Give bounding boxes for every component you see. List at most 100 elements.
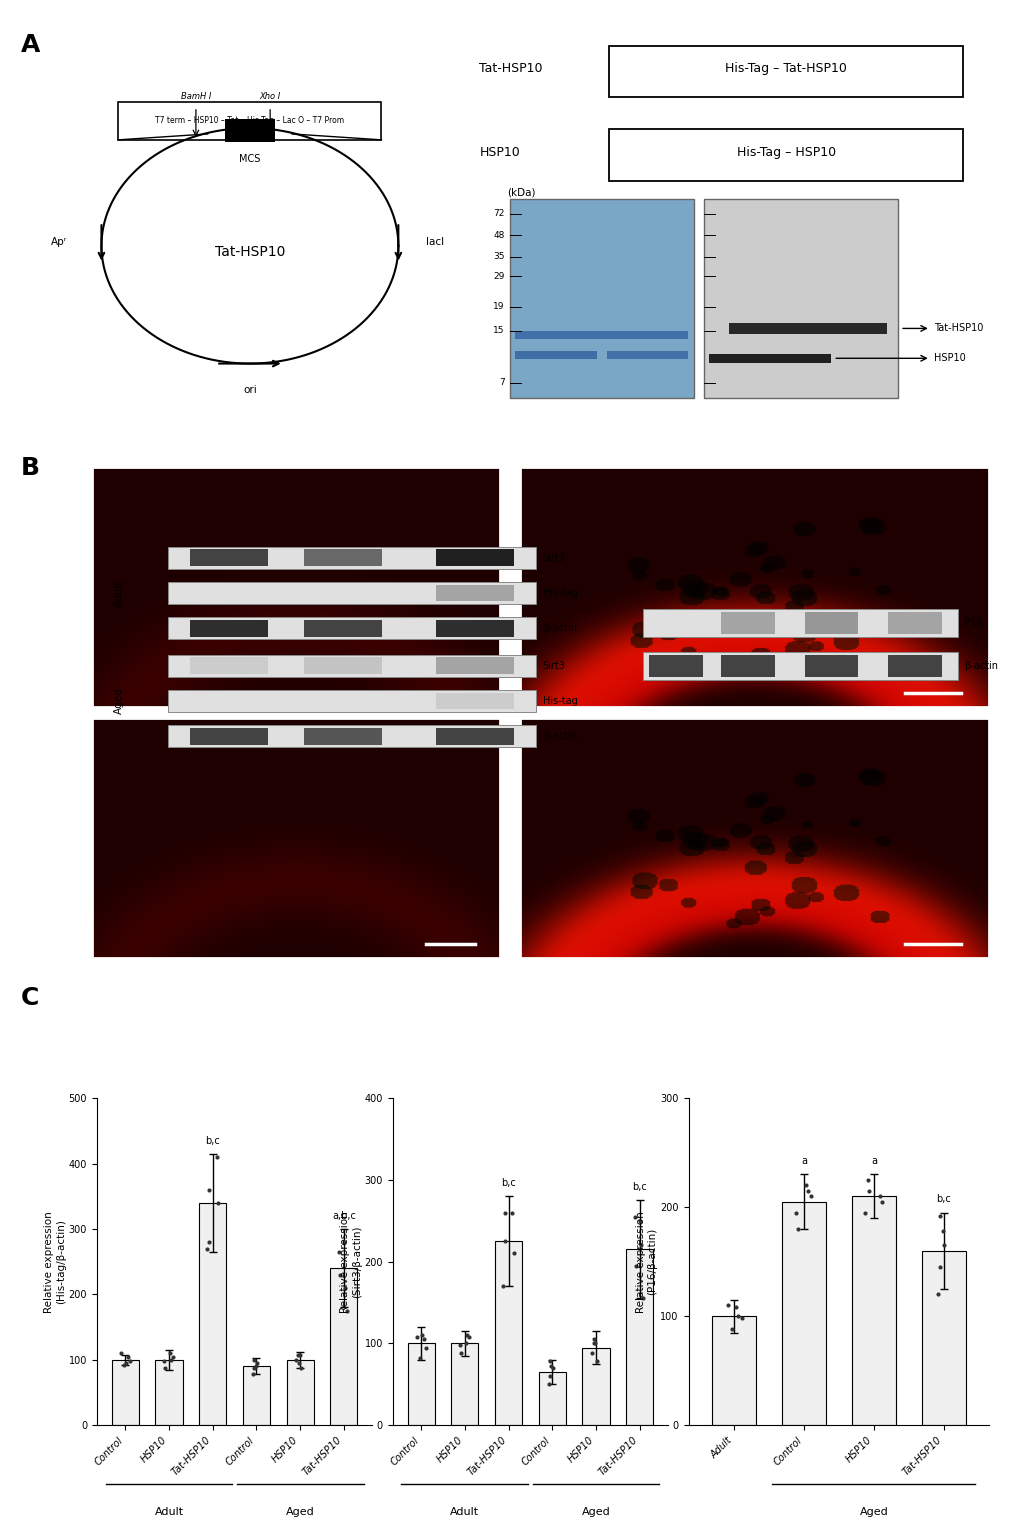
FancyBboxPatch shape bbox=[435, 584, 514, 601]
Bar bbox=[199, 1203, 226, 1425]
Point bbox=[496, 1229, 513, 1253]
Text: His-tag: His-tag bbox=[542, 697, 577, 706]
FancyBboxPatch shape bbox=[804, 611, 858, 634]
FancyBboxPatch shape bbox=[190, 657, 268, 674]
Text: Adult: Adult bbox=[449, 1507, 479, 1516]
FancyBboxPatch shape bbox=[708, 353, 830, 364]
Text: Tat-HSP10: Tat-HSP10 bbox=[545, 432, 634, 447]
Text: 48: 48 bbox=[493, 231, 504, 240]
FancyBboxPatch shape bbox=[304, 657, 382, 674]
Point bbox=[287, 1348, 304, 1372]
Bar bbox=[921, 1250, 965, 1425]
Point bbox=[411, 1346, 427, 1370]
Text: Aged: Aged bbox=[581, 1507, 609, 1516]
Text: B: B bbox=[20, 456, 40, 481]
Text: MCS: MCS bbox=[239, 154, 260, 164]
Text: P16: P16 bbox=[963, 618, 981, 628]
FancyBboxPatch shape bbox=[435, 729, 514, 745]
FancyBboxPatch shape bbox=[609, 46, 962, 97]
FancyBboxPatch shape bbox=[167, 583, 536, 604]
Text: b,c: b,c bbox=[632, 1182, 646, 1192]
FancyBboxPatch shape bbox=[804, 656, 858, 677]
Text: a,b,c: a,b,c bbox=[331, 1211, 356, 1221]
Bar bbox=[494, 1241, 522, 1425]
Text: HSP10: HSP10 bbox=[933, 353, 965, 364]
Point bbox=[245, 1361, 261, 1386]
Point bbox=[210, 1191, 226, 1215]
Text: b,c: b,c bbox=[935, 1194, 951, 1205]
FancyBboxPatch shape bbox=[720, 656, 774, 677]
FancyBboxPatch shape bbox=[648, 656, 702, 677]
Point bbox=[631, 1209, 647, 1234]
Y-axis label: Relative expression
(Sirt3/β-actin): Relative expression (Sirt3/β-actin) bbox=[339, 1211, 362, 1313]
Point bbox=[409, 1325, 425, 1349]
FancyBboxPatch shape bbox=[643, 608, 958, 637]
FancyBboxPatch shape bbox=[190, 549, 268, 566]
Bar bbox=[782, 1202, 824, 1425]
Text: Aged: Aged bbox=[56, 809, 70, 853]
Point bbox=[113, 1342, 129, 1366]
Bar bbox=[582, 1348, 609, 1425]
FancyBboxPatch shape bbox=[720, 611, 774, 634]
FancyBboxPatch shape bbox=[888, 656, 941, 677]
FancyBboxPatch shape bbox=[167, 546, 536, 569]
Point bbox=[418, 1335, 434, 1360]
Point bbox=[156, 1349, 172, 1373]
Point bbox=[199, 1237, 215, 1261]
Text: a: a bbox=[870, 1156, 876, 1167]
Point bbox=[291, 1343, 308, 1367]
FancyBboxPatch shape bbox=[167, 618, 536, 639]
Point bbox=[451, 1332, 468, 1357]
Point bbox=[290, 1351, 307, 1375]
Point bbox=[119, 1345, 136, 1369]
Point bbox=[540, 1372, 556, 1396]
Point bbox=[860, 1179, 876, 1203]
Point bbox=[201, 1177, 217, 1202]
Text: A: A bbox=[20, 33, 40, 58]
Point bbox=[730, 1303, 746, 1328]
Point bbox=[856, 1200, 872, 1224]
Bar bbox=[626, 1249, 652, 1425]
Text: His-Tag – HSP10: His-Tag – HSP10 bbox=[736, 146, 835, 158]
Point bbox=[162, 1342, 178, 1366]
Text: Xho I: Xho I bbox=[259, 91, 280, 100]
Point bbox=[871, 1183, 888, 1208]
Point bbox=[289, 1343, 306, 1367]
Point bbox=[589, 1349, 605, 1373]
FancyBboxPatch shape bbox=[224, 119, 275, 141]
Text: Aged: Aged bbox=[114, 687, 123, 715]
Text: Tat-HSP10: Tat-HSP10 bbox=[215, 245, 284, 259]
Point bbox=[452, 1342, 469, 1366]
Bar bbox=[243, 1366, 270, 1425]
Point bbox=[208, 1145, 224, 1170]
Point bbox=[332, 1262, 348, 1287]
Bar bbox=[538, 1372, 566, 1425]
Text: 7: 7 bbox=[498, 379, 504, 386]
Text: HSP10: HSP10 bbox=[117, 432, 173, 447]
Bar bbox=[112, 1360, 139, 1425]
FancyBboxPatch shape bbox=[304, 729, 382, 745]
FancyBboxPatch shape bbox=[703, 199, 897, 397]
Point bbox=[541, 1364, 557, 1389]
FancyBboxPatch shape bbox=[515, 330, 688, 339]
Text: Tat-HSP10: Tat-HSP10 bbox=[479, 62, 542, 75]
Text: Aged: Aged bbox=[859, 1507, 888, 1516]
Point bbox=[293, 1355, 310, 1380]
Point bbox=[335, 1230, 352, 1255]
Text: lacI: lacI bbox=[426, 237, 444, 248]
Point bbox=[634, 1287, 650, 1311]
Text: Apʳ: Apʳ bbox=[51, 237, 67, 248]
Point bbox=[246, 1355, 262, 1380]
Text: Adult: Adult bbox=[56, 537, 70, 583]
Point bbox=[336, 1276, 353, 1300]
Point bbox=[873, 1189, 890, 1214]
FancyBboxPatch shape bbox=[606, 351, 688, 359]
FancyBboxPatch shape bbox=[304, 619, 382, 637]
Point bbox=[734, 1307, 750, 1331]
Text: Sirt3: Sirt3 bbox=[542, 552, 565, 563]
Point bbox=[541, 1349, 557, 1373]
Point bbox=[505, 1241, 522, 1265]
Point bbox=[461, 1325, 477, 1349]
Point bbox=[583, 1342, 599, 1366]
Point bbox=[246, 1348, 262, 1372]
